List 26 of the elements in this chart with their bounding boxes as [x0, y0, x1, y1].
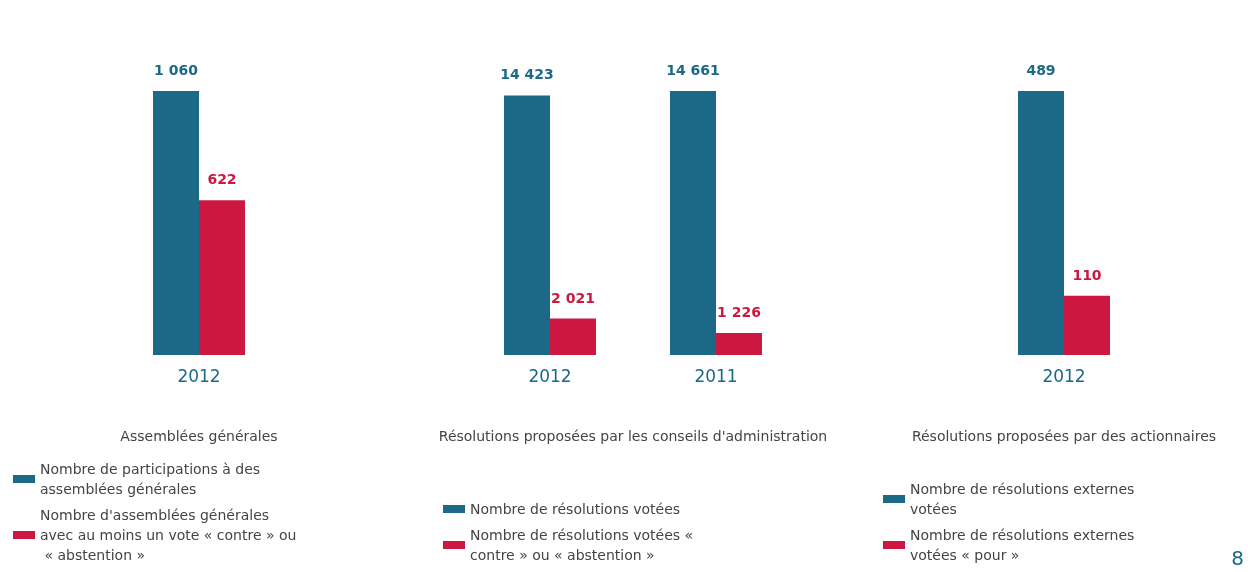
x-axis-title: Résolutions proposées par les conseils d'administration — [438, 428, 828, 444]
x-axis-title: Résolutions proposées par des actionnaires — [911, 428, 1217, 444]
data-label: 1 226 — [717, 303, 761, 320]
data-label: 14 661 — [666, 62, 720, 79]
text: 8 — [1231, 546, 1244, 570]
x-tick-label: 2011 — [694, 365, 738, 386]
data-label: 2 021 — [551, 289, 595, 306]
bar — [716, 332, 762, 355]
bar — [504, 95, 550, 355]
bar — [670, 91, 716, 355]
legend-label: Nombre d'assemblées générales avec au moins un vote « contre » ou « abstention » — [40, 507, 297, 563]
legend-label: Nombre de résolutions externes votées « pour » — [910, 527, 1139, 563]
data-label: 1 060 — [154, 62, 199, 79]
legend-label: Nombre de participations à des assemblées générales — [40, 461, 265, 497]
bar — [550, 318, 596, 355]
data-label: 110 — [1072, 266, 1102, 283]
x-axis-title: Assemblées générales — [120, 428, 278, 444]
legend-label: Nombre de résolutions votées « contre » ou « abstention » — [470, 527, 698, 563]
legend-label: Nombre de résolutions votées — [470, 501, 681, 517]
data-label: 14 423 — [500, 66, 554, 83]
x-tick-label: 2012 — [528, 365, 572, 386]
data-label: 489 — [1026, 62, 1056, 79]
x-tick-label: 2012 — [177, 365, 221, 386]
data-label: 622 — [207, 171, 237, 188]
legend-label: Nombre de résolutions externes votées — [910, 481, 1139, 517]
x-tick-label: 2012 — [1042, 365, 1086, 386]
